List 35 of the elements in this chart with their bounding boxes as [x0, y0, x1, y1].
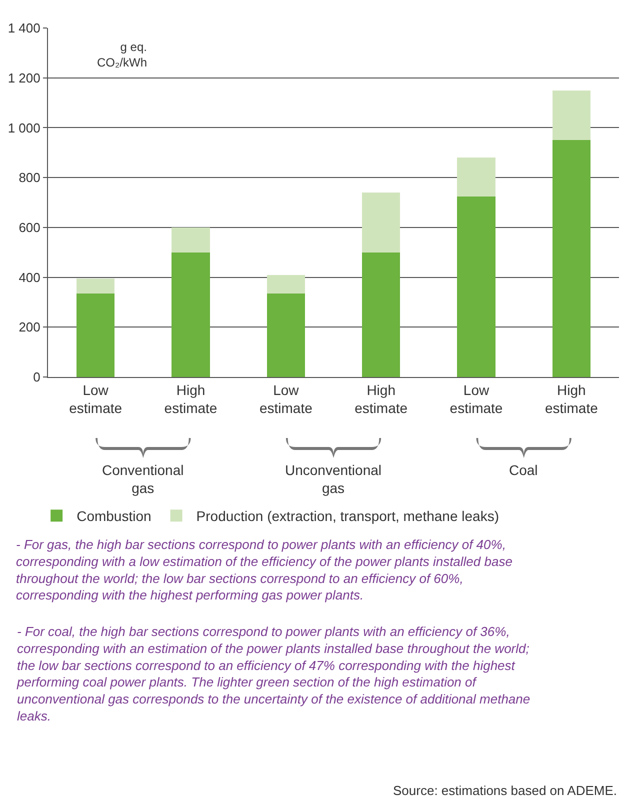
bar	[457, 196, 496, 377]
bar	[76, 293, 115, 377]
x-tick-label: High estimate	[164, 382, 218, 416]
x-tick-label: Low estimate	[69, 382, 122, 416]
y-tick-label: 0	[33, 370, 40, 385]
x-tick-label: Low estimate	[259, 382, 313, 416]
text: Coal	[509, 462, 538, 478]
bar	[552, 140, 590, 377]
y-tick-label: 400	[18, 270, 40, 285]
bar	[362, 252, 400, 377]
text: - For coal, the high bar sections correspond to power plants with an efficiency of 36%, corresponding with an estimation of the power plants installed base throughout the world; the low bar sections correspond to an efficiency of 47% corresponding with the highest performing coal power plants. The lighter green section of the high estimation of unconventional gas corresponds to the uncertainty of the existence of additional methane leaks.	[16, 624, 530, 724]
bar	[266, 293, 305, 377]
bar	[266, 274, 305, 294]
y-tick-label: 1 400	[8, 20, 40, 36]
text: Unconventional gas	[285, 462, 382, 496]
bar	[172, 252, 210, 377]
x-tick-label: Low estimate	[450, 382, 503, 416]
x-tick-label: High estimate	[354, 382, 408, 416]
bar	[172, 227, 210, 252]
bar	[362, 192, 400, 252]
y-axis-title: g eq. CO₂/kWh	[97, 40, 147, 70]
x-tick-label: High estimate	[544, 382, 598, 416]
text: - For gas, the high bar sections correspond to power plants with an efficiency of 40%, corresponding with a low estimation of the efficiency of the power plants installed base throughout the world; the low bar sections correspond to an efficiency of 60%, corresponding with the highest performing gas power plants.	[16, 537, 512, 603]
y-tick-label: 1 000	[8, 120, 40, 136]
bar	[552, 90, 590, 140]
bar	[457, 158, 496, 196]
y-tick-label: 200	[18, 320, 40, 335]
y-tick-label: 600	[18, 220, 40, 235]
y-tick-label: 1 200	[8, 70, 40, 86]
legend-label: Production (extraction, transport, methane leaks)	[196, 508, 499, 524]
bar	[76, 278, 115, 294]
text: Conventional gas	[102, 462, 184, 496]
legend-label: Combustion	[76, 508, 152, 524]
source-note: Source: estimations based on ADEME.	[393, 783, 618, 798]
y-tick-label: 800	[18, 170, 40, 186]
